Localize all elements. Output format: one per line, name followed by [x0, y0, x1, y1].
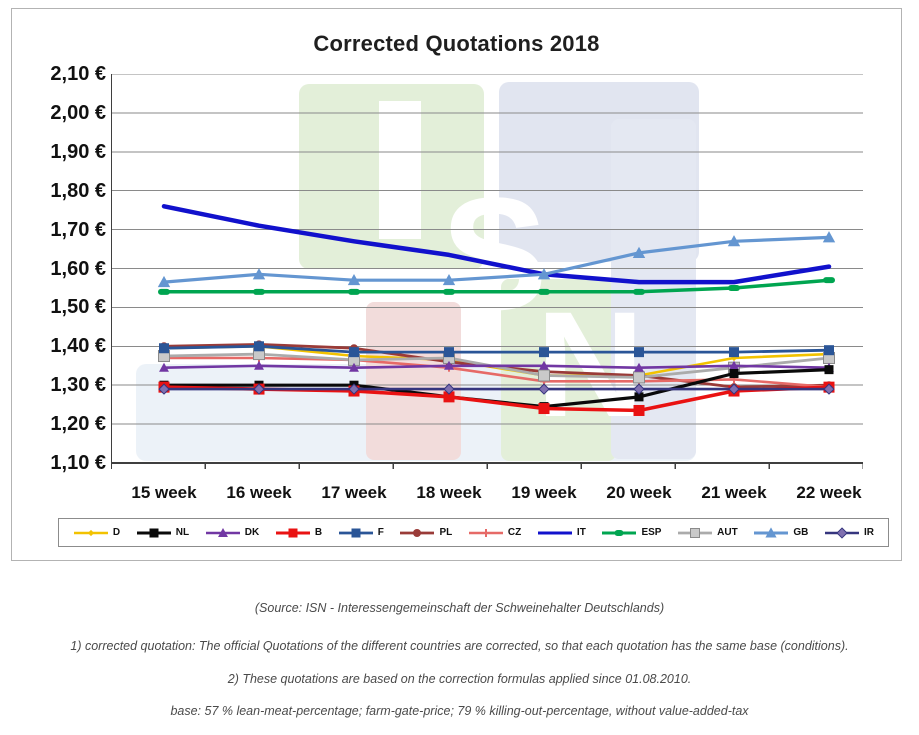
legend-item-IT: IT — [537, 526, 586, 540]
y-tick-label: 1,20 € — [50, 413, 106, 436]
series-F — [159, 341, 834, 358]
legend-marker-B — [275, 528, 310, 537]
chart-title: Corrected Quotations 2018 — [313, 31, 600, 56]
legend-marker-ESP — [602, 529, 637, 536]
footnote-1: 1) corrected quotation: The official Quo… — [70, 639, 849, 653]
legend-label: IT — [576, 527, 586, 538]
legend-item-PL: PL — [399, 526, 452, 540]
y-tick-label: 2,00 € — [50, 101, 106, 124]
y-tick-label: 1,10 € — [50, 452, 106, 474]
chart-container: Corrected Quotations 2018 S N 2,10 € 2,00… — [11, 8, 902, 561]
legend-marker-DK — [205, 527, 240, 537]
legend-marker-NL — [136, 528, 171, 537]
legend-label: GB — [793, 527, 809, 538]
legend-marker-AUT — [678, 527, 713, 538]
legend-item-DK: DK — [205, 526, 259, 540]
legend-marker-D — [73, 529, 108, 536]
x-tick-label: 19 week — [511, 483, 577, 502]
line-chart — [111, 74, 863, 469]
legend-item-B: B — [275, 526, 322, 540]
legend-marker-IT — [537, 531, 572, 534]
isn-watermark-letter-i — [379, 101, 421, 239]
isn-watermark-tile-pink — [366, 302, 461, 460]
legend-label: AUT — [717, 527, 738, 538]
legend-label: NL — [175, 527, 190, 538]
series-IR — [158, 383, 835, 395]
y-tick-label: 1,90 € — [50, 140, 106, 163]
y-tick-label: 1,50 € — [50, 296, 106, 319]
x-tick-label: 15 week — [131, 483, 197, 502]
legend-marker-IR — [825, 526, 860, 539]
y-tick-label: 1,40 € — [50, 335, 106, 358]
x-tick-label: 20 week — [606, 483, 672, 502]
y-tick-label: 1,60 € — [50, 257, 106, 280]
legend-marker-GB — [754, 526, 789, 537]
y-tick-label: 1,70 € — [50, 218, 106, 241]
footnote-2: 2) These quotations are based on the cor… — [227, 672, 692, 686]
x-tick-label: 16 week — [226, 483, 292, 502]
legend-label: PL — [439, 527, 453, 538]
source-note: (Source: ISN - Interessengemeinschaft de… — [254, 601, 665, 615]
y-tick-label: 2,10 € — [50, 63, 106, 85]
legend-item-CZ: CZ — [468, 526, 521, 540]
series-IT — [161, 204, 832, 285]
series-ESP — [158, 277, 835, 295]
legend-label: CZ — [507, 527, 522, 538]
x-tick-label: 17 week — [321, 483, 387, 502]
legend-item-GB: GB — [753, 526, 808, 540]
legend-label: IR — [864, 527, 875, 538]
legend-label: ESP — [641, 527, 662, 538]
isn-watermark-letter-s: S — [441, 164, 548, 343]
y-tick-label: 1,30 € — [50, 374, 106, 397]
legend-label: D — [112, 527, 121, 538]
footnote-3: base: 57 % lean-meat-percentage; farm-ga… — [170, 704, 749, 718]
legend-item-AUT: AUT — [677, 526, 738, 540]
legend-item-ESP: ESP — [601, 526, 661, 540]
legend-item-NL: NL — [136, 526, 189, 540]
x-tick-label: 21 week — [701, 483, 767, 502]
chart-legend: D NL DK B F PL CZ IT ESP AUT GB IR — [58, 518, 889, 547]
y-tick-label: 1,80 € — [50, 179, 106, 202]
legend-label: DK — [244, 527, 260, 538]
legend-item-F: F — [338, 526, 384, 540]
legend-marker-F — [338, 528, 373, 537]
legend-label: F — [377, 527, 384, 538]
legend-marker-PL — [400, 528, 435, 537]
legend-label: B — [314, 527, 323, 538]
isn-watermark-letter-n: N — [536, 280, 645, 448]
legend-item-D: D — [73, 526, 120, 540]
x-tick-label: 18 week — [416, 483, 482, 502]
legend-marker-CZ — [468, 528, 503, 537]
legend-item-IR: IR — [824, 526, 874, 540]
series-GB — [157, 231, 836, 288]
x-tick-label: 22 week — [796, 483, 862, 502]
